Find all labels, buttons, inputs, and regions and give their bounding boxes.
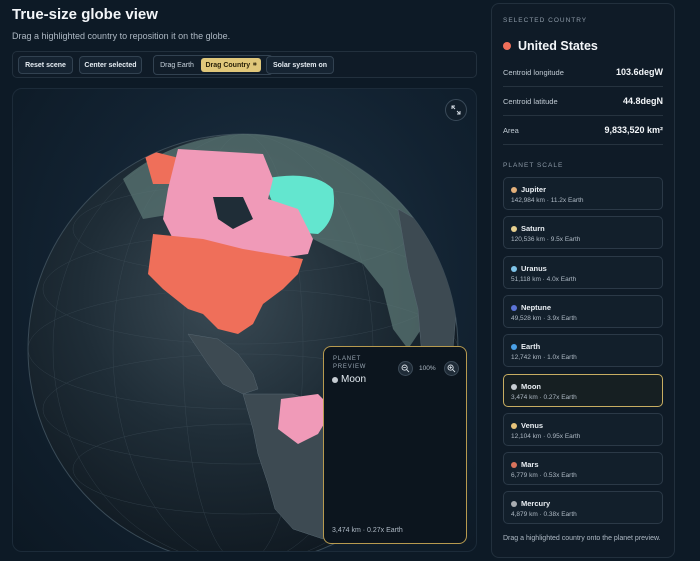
stat-label: Centroid latitude	[503, 97, 558, 106]
selected-country: United States	[503, 39, 598, 53]
planet-dot	[511, 462, 517, 469]
reset-scene-button[interactable]: Reset scene	[18, 56, 73, 74]
planet-preview-label: PLANET PREVIEW	[333, 355, 366, 371]
zoom-out-button[interactable]	[398, 361, 413, 376]
planet-dot	[511, 226, 517, 233]
planet-name: Saturn	[521, 224, 545, 234]
planet-name: Venus	[521, 420, 544, 430]
zoom-out-icon	[401, 364, 410, 373]
planet-card-mercury[interactable]: Mercury 4,879 km · 0.38x Earth	[503, 491, 663, 525]
planet-dot	[511, 187, 517, 193]
center-selected-button[interactable]: Center selected	[79, 56, 142, 74]
zoom-in-icon	[447, 364, 456, 373]
planet-info: 4,879 km · 0.38x Earth	[511, 511, 577, 519]
country-color-dot	[503, 42, 511, 50]
solar-system-toggle[interactable]: Solar system on	[266, 56, 334, 74]
preview-caption: 3,474 km · 0.27x Earth	[332, 527, 403, 534]
expand-button[interactable]	[445, 99, 467, 121]
stat-latitude: Centroid latitude 44.8degN	[503, 88, 663, 116]
landmasses	[123, 134, 458, 540]
preview-planet-name: Moon	[341, 374, 367, 385]
stat-label: Centroid longitude	[503, 68, 564, 77]
moon-dot	[332, 377, 338, 383]
drag-earth-option[interactable]: Drag Earth	[160, 61, 194, 69]
drag-country-label: Drag Country	[205, 61, 251, 69]
stat-value: 103.6degW	[615, 67, 663, 77]
planet-info: 6,779 km · 0.53x Earth	[511, 472, 577, 480]
zoom-level: 100%	[419, 365, 436, 372]
planet-info: 3,474 km · 0.27x Earth	[511, 393, 577, 401]
planet-preview-panel[interactable]: PLANET PREVIEW Moon 100% 3,474 km · 0.27…	[323, 346, 467, 544]
selected-country-label: SELECTED COUNTRY	[503, 17, 588, 24]
planet-info: 49,528 km · 3.9x Earth	[511, 314, 577, 322]
planet-dot	[511, 501, 517, 508]
stat-value: 44.8degN	[622, 96, 663, 106]
planet-dot	[511, 304, 517, 311]
globe-viewport[interactable]	[12, 88, 477, 552]
planet-dot	[511, 383, 517, 390]
planet-name: Jupiter	[521, 185, 547, 194]
sidebar: SELECTED COUNTRY United States Centroid …	[491, 3, 675, 558]
expand-icon	[451, 105, 461, 115]
footnote: Drag a highlighted country onto the plan…	[503, 535, 661, 542]
planet-scale-label: PLANET SCALE	[503, 162, 564, 169]
planet-preview-label-2: PREVIEW	[333, 364, 367, 370]
planet-info: 120,536 km · 9.5x Earth	[511, 236, 581, 244]
planet-card-jupiter[interactable]: Jupiter 142,984 km · 11.2x Earth	[503, 177, 663, 210]
planet-name: Mercury	[521, 499, 551, 509]
country-name: United States	[518, 39, 598, 53]
planet-dot	[511, 422, 517, 429]
planet-card-mars[interactable]: Mars 6,779 km · 0.53x Earth	[503, 452, 663, 486]
planet-info: 51,118 km · 4.0x Earth	[511, 275, 577, 283]
planet-card-venus[interactable]: Venus 12,104 km · 0.95x Earth	[503, 412, 663, 446]
drag-mode-toggle: Drag Earth Drag Country ⌗	[153, 55, 273, 75]
planet-card-saturn[interactable]: Saturn 120,536 km · 9.5x Earth	[503, 216, 663, 250]
stat-label: Area	[503, 126, 519, 135]
stat-area: Area 9,833,520 km²	[503, 117, 663, 145]
planet-info: 142,984 km · 11.2x Earth	[511, 197, 584, 204]
drag-country-option[interactable]: Drag Country ⌗	[201, 58, 261, 72]
planet-name: Moon	[521, 381, 541, 391]
planet-card-uranus[interactable]: Uranus 51,118 km · 4.0x Earth	[503, 255, 663, 289]
planet-card-neptune[interactable]: Neptune 49,528 km · 3.9x Earth	[503, 294, 663, 328]
zoom-in-button[interactable]	[444, 361, 459, 376]
toolbar: Reset scene Center selected Drag Earth D…	[12, 51, 477, 78]
planet-dot	[511, 344, 517, 351]
planet-name: Neptune	[521, 302, 551, 312]
planet-name: Uranus	[521, 263, 547, 273]
planet-dot	[511, 265, 517, 272]
stat-value: 9,833,520 km²	[604, 125, 663, 135]
page-subtitle: Drag a highlighted country to reposition…	[12, 31, 231, 41]
planet-name: Mars	[521, 460, 539, 470]
page-title: True-size globe view	[12, 6, 158, 23]
planet-info: 12,742 km · 1.0x Earth	[511, 354, 577, 362]
stat-longitude: Centroid longitude 103.6degW	[503, 59, 663, 87]
planet-info: 12,104 km · 0.95x Earth	[511, 432, 581, 440]
planet-card-moon[interactable]: Moon 3,474 km · 0.27x Earth	[503, 373, 663, 407]
grid-icon: ⌗	[253, 61, 257, 68]
planet-card-earth[interactable]: Earth 12,742 km · 1.0x Earth	[503, 334, 663, 368]
planet-name: Earth	[521, 342, 541, 352]
planet-preview-label-1: PLANET	[333, 356, 362, 362]
